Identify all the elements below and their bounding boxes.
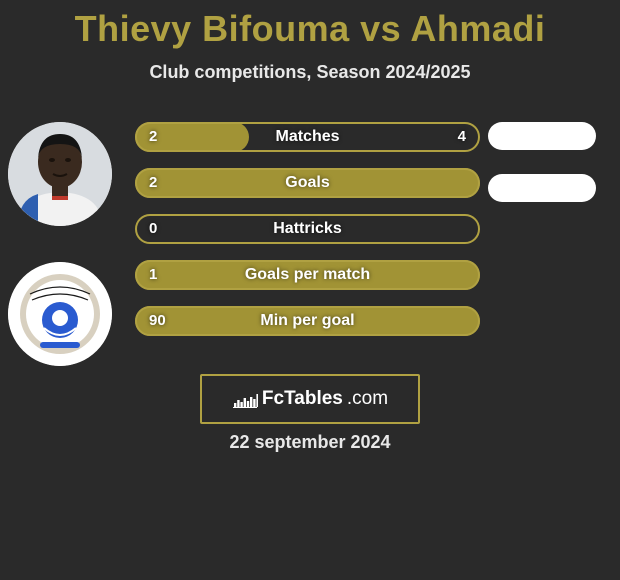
page-subtitle: Club competitions, Season 2024/2025 bbox=[0, 62, 620, 83]
team-pills bbox=[488, 122, 608, 226]
player-avatar bbox=[8, 122, 112, 226]
comparison-date: 22 september 2024 bbox=[0, 432, 620, 453]
stat-bar: 24Matches bbox=[135, 122, 480, 152]
logo-suffix: .com bbox=[347, 388, 388, 410]
stat-bars: 24Matches 2Goals 0Hattricks 1Goals per matc… bbox=[135, 122, 480, 352]
comparison-card: Thievy Bifouma vs Ahmadi Club competitio… bbox=[0, 0, 620, 83]
team-pill bbox=[488, 174, 596, 202]
page-title: Thievy Bifouma vs Ahmadi bbox=[0, 0, 620, 50]
logo-brand: FcTables bbox=[262, 388, 343, 410]
fctables-logo: FcTables.com bbox=[200, 374, 420, 424]
avatar-column bbox=[8, 122, 112, 366]
stat-bar: 0Hattricks bbox=[135, 214, 480, 244]
stat-label: Goals per match bbox=[135, 260, 480, 290]
club-avatar bbox=[8, 262, 112, 366]
stat-label: Goals bbox=[135, 168, 480, 198]
stat-bar: 90Min per goal bbox=[135, 306, 480, 336]
stat-bar: 2Goals bbox=[135, 168, 480, 198]
stat-label: Min per goal bbox=[135, 306, 480, 336]
team-pill bbox=[488, 122, 596, 150]
stat-bar: 1Goals per match bbox=[135, 260, 480, 290]
stat-label: Hattricks bbox=[135, 214, 480, 244]
stat-label: Matches bbox=[135, 122, 480, 152]
chart-icon bbox=[232, 389, 258, 409]
